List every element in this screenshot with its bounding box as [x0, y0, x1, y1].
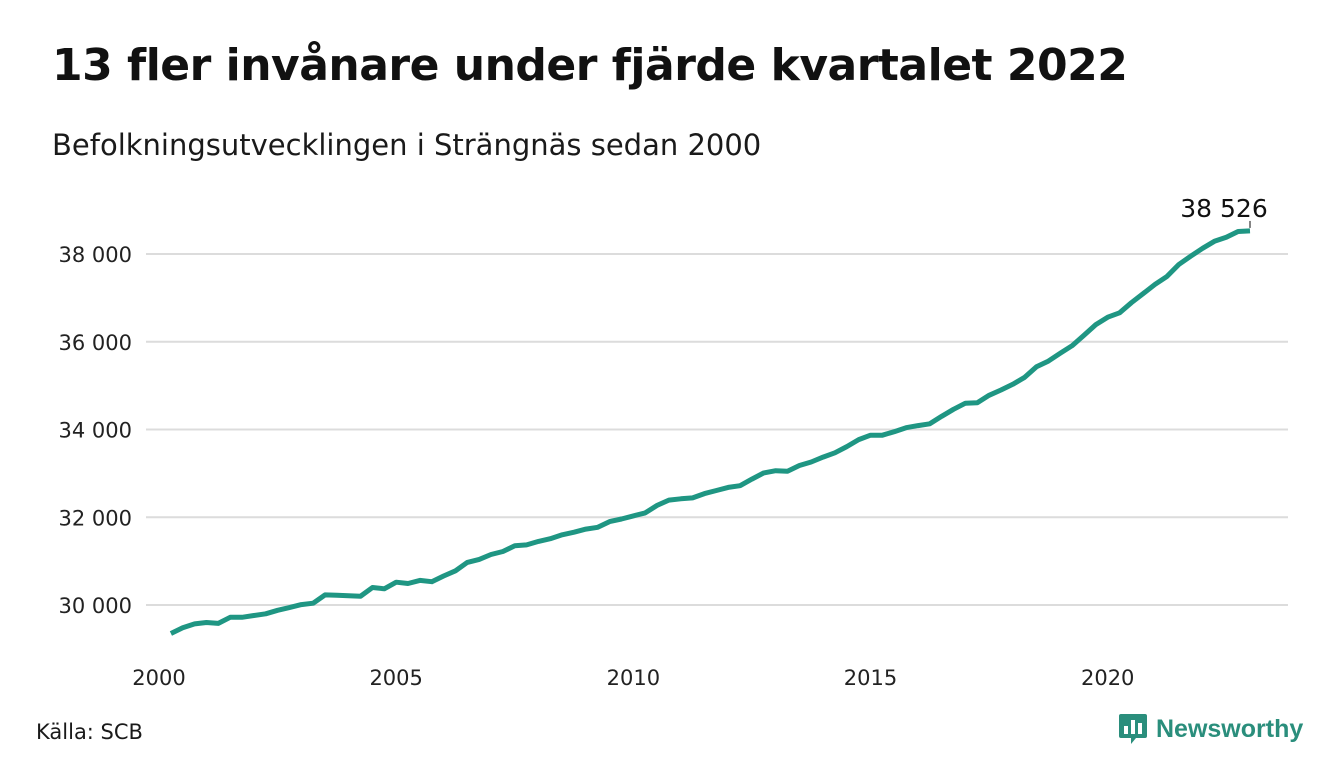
last-value-label: 38 526: [1180, 194, 1267, 223]
y-tick-label: 38 000: [59, 243, 132, 267]
y-axis-ticks: 30 000 32 000 34 000 36 000 38 000: [59, 243, 132, 618]
chart-subtitle: Befolkningsutvecklingen i Strängnäs seda…: [52, 128, 762, 162]
y-tick-label: 36 000: [59, 331, 132, 355]
x-tick-label: 2000: [132, 666, 185, 690]
brand-logo: Newsworthy: [1118, 712, 1303, 746]
x-tick-label: 2010: [607, 666, 660, 690]
chart-title: 13 fler invånare under fjärde kvartalet …: [52, 40, 1128, 91]
x-tick-label: 2005: [369, 666, 422, 690]
grid-lines: [146, 253, 1288, 606]
y-tick-label: 34 000: [59, 419, 132, 443]
newsworthy-logo-icon: [1119, 714, 1147, 744]
source-note: Källa: SCB: [36, 720, 143, 744]
population-line: [169, 228, 1251, 636]
y-tick-label: 30 000: [59, 594, 132, 618]
x-axis-ticks: 2000 2005 2010 2015 2020: [132, 666, 1134, 690]
brand-name: Newsworthy: [1156, 714, 1304, 743]
x-tick-label: 2015: [844, 666, 897, 690]
x-tick-label: 2020: [1081, 666, 1134, 690]
y-tick-label: 32 000: [59, 506, 132, 530]
